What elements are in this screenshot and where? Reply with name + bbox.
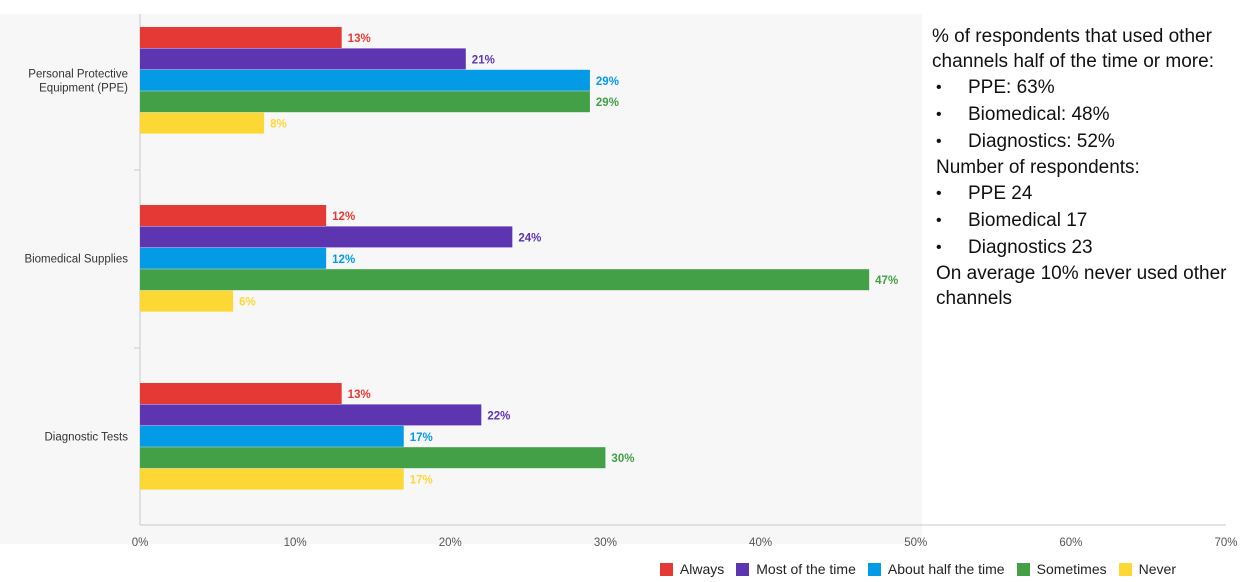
x-tick-label: 0% [132, 537, 149, 549]
bar [140, 404, 482, 426]
bar [140, 447, 606, 469]
legend-swatch [1118, 562, 1132, 576]
data-label: 30% [611, 453, 634, 465]
data-label: 8% [270, 119, 287, 131]
legend-item-sometimes: Sometimes [1016, 561, 1107, 577]
count-item: Diagnostics 23 [932, 234, 1232, 261]
data-label: 29% [596, 97, 619, 109]
data-label: 6% [239, 297, 256, 309]
legend-item-always: Always [659, 561, 725, 577]
category-label: Biomedical Supplies [24, 254, 128, 266]
category-label: Diagnostic Tests [44, 432, 128, 444]
bar [140, 69, 590, 91]
legend-label: Never [1138, 561, 1176, 577]
count-item: PPE 24 [932, 180, 1232, 207]
summary-item: PPE: 63% [932, 74, 1232, 101]
summary-item: Biomedical: 48% [932, 101, 1232, 128]
counts-heading: Number of respondents: [936, 157, 1140, 178]
bar [140, 91, 590, 113]
legend-item-never: Never [1118, 561, 1176, 577]
data-label: 22% [487, 410, 510, 422]
x-tick-label: 40% [749, 537, 772, 549]
x-tick-label: 50% [904, 537, 927, 549]
data-label: 47% [875, 275, 898, 287]
bar [140, 112, 265, 134]
average-note: On average 10% never used other channels [936, 263, 1227, 309]
data-label: 21% [472, 54, 495, 66]
bar [140, 48, 466, 70]
legend-label: Always [679, 561, 725, 577]
bar [140, 269, 870, 291]
chart-legend: Always Most of the time About half the t… [648, 560, 1176, 578]
legend-label: Most of the time [756, 561, 856, 577]
bar [140, 468, 404, 490]
counts-list: PPE 24 Biomedical 17 Diagnostics 23 [932, 180, 1232, 261]
category-label: Personal Protective Equipment (PPE) [28, 69, 128, 95]
legend-swatch [736, 562, 750, 576]
notes-panel: % of respondents that used other channel… [932, 24, 1232, 311]
x-tick-label: 20% [439, 537, 462, 549]
count-item: Biomedical 17 [932, 207, 1232, 234]
x-tick-label: 30% [594, 537, 617, 549]
legend-item-most-of-the-time: Most of the time [736, 561, 856, 577]
data-label: 17% [410, 475, 433, 487]
legend-item-about-half-the-time: About half the time [867, 561, 1005, 577]
bar [140, 226, 513, 248]
x-tick-label: 60% [1059, 537, 1082, 549]
summary-list: PPE: 63% Biomedical: 48% Diagnostics: 52… [932, 74, 1232, 155]
legend-swatch [1016, 562, 1030, 576]
x-tick-label: 70% [1214, 537, 1237, 549]
data-label: 24% [518, 232, 541, 244]
summary-item: Diagnostics: 52% [932, 128, 1232, 155]
bar [140, 247, 327, 269]
legend-label: About half the time [887, 561, 1005, 577]
data-label: 17% [410, 432, 433, 444]
bar [140, 290, 234, 312]
legend-swatch [659, 562, 673, 576]
bar [140, 383, 342, 404]
legend-swatch [867, 562, 881, 576]
data-label: 29% [596, 76, 619, 88]
data-label: 12% [332, 211, 355, 223]
x-tick-label: 10% [284, 537, 307, 549]
data-label: 13% [348, 33, 371, 45]
data-label: 12% [332, 254, 355, 266]
bar [140, 425, 404, 447]
bar [140, 205, 327, 226]
summary-heading: % of respondents that used other channel… [932, 26, 1214, 72]
bar [140, 27, 342, 48]
legend-label: Sometimes [1036, 561, 1107, 577]
data-label: 13% [348, 389, 371, 401]
